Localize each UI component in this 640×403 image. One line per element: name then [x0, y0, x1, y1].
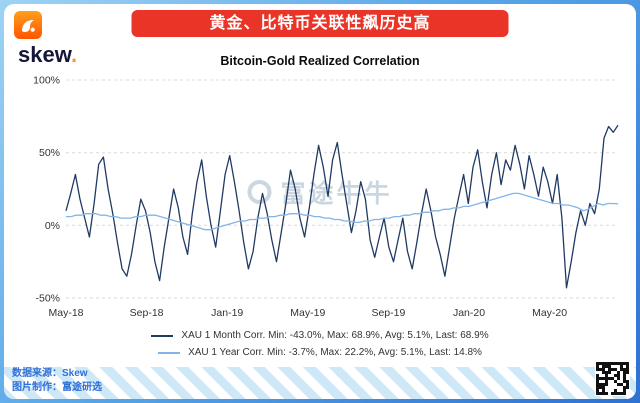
qr-code [595, 361, 630, 396]
svg-text:Jan-20: Jan-20 [453, 307, 485, 319]
infographic-card: 黄金、比特币关联性飙历史高 skew. Bitcoin-Gold Realize… [4, 4, 636, 399]
legend-line-1y-icon [158, 351, 181, 354]
svg-text:May-19: May-19 [290, 307, 325, 319]
svg-text:Sep-18: Sep-18 [130, 307, 164, 319]
svg-text:0%: 0% [45, 220, 60, 232]
correlation-chart-svg: 100% 50% 0% -50% May-18 Sep-18 Jan-19 May-19 Sep… [33, 75, 619, 319]
svg-text:Jan-19: Jan-19 [211, 307, 243, 319]
skew-logo: skew. [18, 42, 77, 68]
watermark-logo-icon [247, 180, 272, 204]
source-credit: 数据来源：Skew 图片制作：富途研选 [12, 367, 102, 395]
legend-item-1m: XAU 1 Month Corr. Min: -43.0%, Max: 68.9… [4, 330, 636, 341]
watermark-text: 富途牛牛 [280, 180, 393, 208]
svg-text:May-20: May-20 [532, 307, 567, 319]
legend-label-1m: XAU 1 Month Corr. Min: -43.0%, Max: 68.9… [181, 330, 489, 341]
chart-title: Bitcoin-Gold Realized Correlation [220, 54, 420, 68]
svg-text:50%: 50% [39, 147, 60, 159]
futu-watermark: 富途牛牛 [247, 174, 392, 210]
skew-logo-dot: . [71, 42, 78, 67]
svg-text:100%: 100% [33, 75, 60, 87]
legend-label-1y: XAU 1 Year Corr. Min: -3.7%, Max: 22.2%,… [188, 347, 482, 358]
legend-line-1m-icon [151, 334, 174, 337]
futu-logo-icon [14, 11, 42, 39]
source-line-2: 图片制作：富途研选 [12, 382, 102, 393]
futu-bull-glyph [22, 20, 35, 32]
title-banner: 黄金、比特币关联性飙历史高 [131, 10, 509, 37]
legend-item-1y: XAU 1 Year Corr. Min: -3.7%, Max: 22.2%,… [4, 347, 636, 358]
svg-text:-50%: -50% [35, 293, 60, 305]
source-line-1: 数据来源：Skew [12, 368, 88, 379]
skew-logo-text: skew [18, 42, 72, 67]
svg-text:May-18: May-18 [48, 307, 83, 319]
svg-text:Sep-19: Sep-19 [371, 307, 405, 319]
stripes-decoration [4, 367, 636, 399]
